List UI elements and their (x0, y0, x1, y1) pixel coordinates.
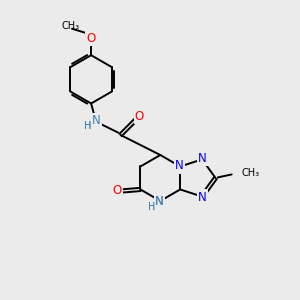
Text: N: N (175, 159, 184, 172)
Text: O: O (86, 32, 96, 45)
Text: N: N (92, 114, 100, 127)
Text: N: N (175, 159, 184, 172)
Text: O: O (135, 110, 144, 123)
Text: H: H (84, 121, 91, 130)
Text: N: N (198, 152, 207, 165)
Text: H: H (148, 202, 156, 212)
Text: N: N (155, 195, 164, 208)
Text: N: N (198, 152, 207, 165)
Text: CH₃: CH₃ (241, 168, 259, 178)
Text: N: N (155, 195, 164, 208)
Text: N: N (92, 114, 100, 127)
Text: N: N (198, 190, 207, 204)
Text: O: O (112, 184, 122, 197)
Text: H: H (148, 202, 156, 212)
Text: N: N (198, 190, 207, 204)
Text: O: O (112, 184, 122, 197)
Text: H: H (84, 121, 91, 130)
Text: N: N (155, 195, 164, 208)
Text: CH₃: CH₃ (61, 21, 80, 31)
Text: O: O (86, 32, 96, 45)
Text: O: O (135, 110, 144, 123)
